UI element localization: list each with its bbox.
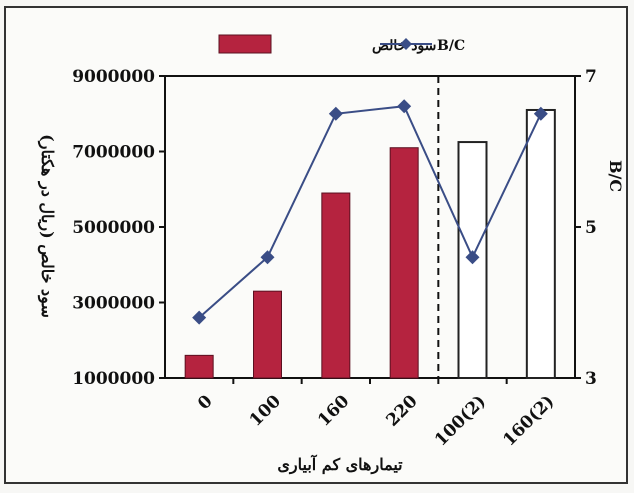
- bc-point: [328, 106, 343, 121]
- bar: [321, 192, 351, 379]
- y-left-tick-label: 7000000: [72, 143, 155, 163]
- x-tick-label: 100: [246, 391, 285, 430]
- x-tick-label: 100(2): [431, 391, 490, 450]
- y-right-tick-label: 5: [585, 218, 597, 238]
- bar: [184, 354, 214, 379]
- figure-frame: [4, 6, 628, 484]
- legend-swatch-net-profit: [218, 34, 272, 54]
- x-tick-label: 160: [314, 391, 353, 430]
- y-axis-left-title: سود خالص (ریال در هکتار): [37, 134, 57, 318]
- bc-line: [198, 105, 542, 319]
- x-tick-label: 160(2): [499, 391, 558, 450]
- bc-point: [533, 106, 548, 121]
- bar: [389, 147, 419, 379]
- y-left-tick-label: 5000000: [72, 218, 155, 238]
- y-right-tick-label: 3: [585, 369, 597, 389]
- plot-area: 1000000 3000000 5000000 7000000 9000000 3 5 7 0 1…: [72, 67, 597, 450]
- legend-label-bc: B/C: [437, 38, 465, 54]
- bc-point: [397, 99, 412, 114]
- bar: [253, 290, 282, 379]
- y-right-tick-label: 7: [585, 67, 597, 87]
- x-tick-label: 220: [382, 391, 421, 430]
- y-axis-right-title: B/C: [606, 160, 625, 192]
- bar: [525, 108, 556, 379]
- y-left-tick-label: 9000000: [72, 67, 155, 87]
- bc-point: [465, 250, 480, 265]
- bc-point: [192, 310, 207, 325]
- y-left-tick-label: 3000000: [72, 294, 155, 314]
- x-tick-label: 0: [194, 391, 217, 414]
- legend-marker-bc: [400, 38, 412, 50]
- plot-frame: [164, 75, 576, 379]
- legend: سود خالص B/C: [218, 34, 465, 54]
- x-axis-title: تیمارهای کم آبیاری: [277, 453, 403, 475]
- bc-point: [260, 250, 275, 265]
- y-left-tick-label: 1000000: [72, 369, 155, 389]
